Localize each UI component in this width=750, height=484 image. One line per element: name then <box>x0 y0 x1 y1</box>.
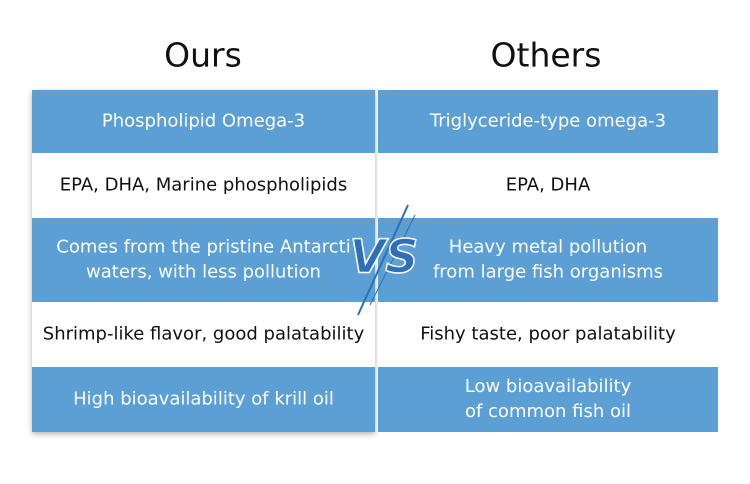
cell-text: Fishy taste, poor palatability <box>420 324 676 345</box>
vs-slash <box>357 204 409 316</box>
cell-text: Phospholipid Omega-3 <box>102 111 305 132</box>
cell-text: Heavy metal pollution <box>449 237 647 258</box>
cell-text: waters, with less pollution <box>86 262 321 283</box>
cell-text: of common fish oil <box>465 401 631 422</box>
vs-badge: VS <box>349 204 419 316</box>
cell <box>32 90 375 153</box>
vs-slash <box>369 214 416 306</box>
cell-text: High bioavailability of krill oil <box>73 389 334 410</box>
header-others: Others <box>491 36 602 75</box>
cell-text: EPA, DHA, Marine phospholipids <box>60 175 347 196</box>
cell-text: Comes from the pristine Antarcti <box>56 237 350 258</box>
cell-text: Shrimp-like flavor, good palatability <box>43 324 365 345</box>
cell <box>378 90 718 153</box>
cell <box>32 218 375 302</box>
cell <box>32 367 375 432</box>
header-ours: Ours <box>164 36 242 75</box>
cell <box>378 153 718 218</box>
vs-label: VS <box>350 230 419 284</box>
cell-text: Triglyceride-type omega-3 <box>429 111 666 132</box>
cell-text: Low bioavailability <box>465 376 632 397</box>
cell-text: from large fish organisms <box>433 262 663 283</box>
cell <box>32 153 375 218</box>
cell-text: EPA, DHA <box>506 175 591 196</box>
table: Phospholipid Omega-3 Triglyceride-type om… <box>32 90 718 432</box>
cell <box>32 302 375 367</box>
cell <box>378 367 718 432</box>
cell <box>378 302 718 367</box>
cell <box>378 218 718 302</box>
